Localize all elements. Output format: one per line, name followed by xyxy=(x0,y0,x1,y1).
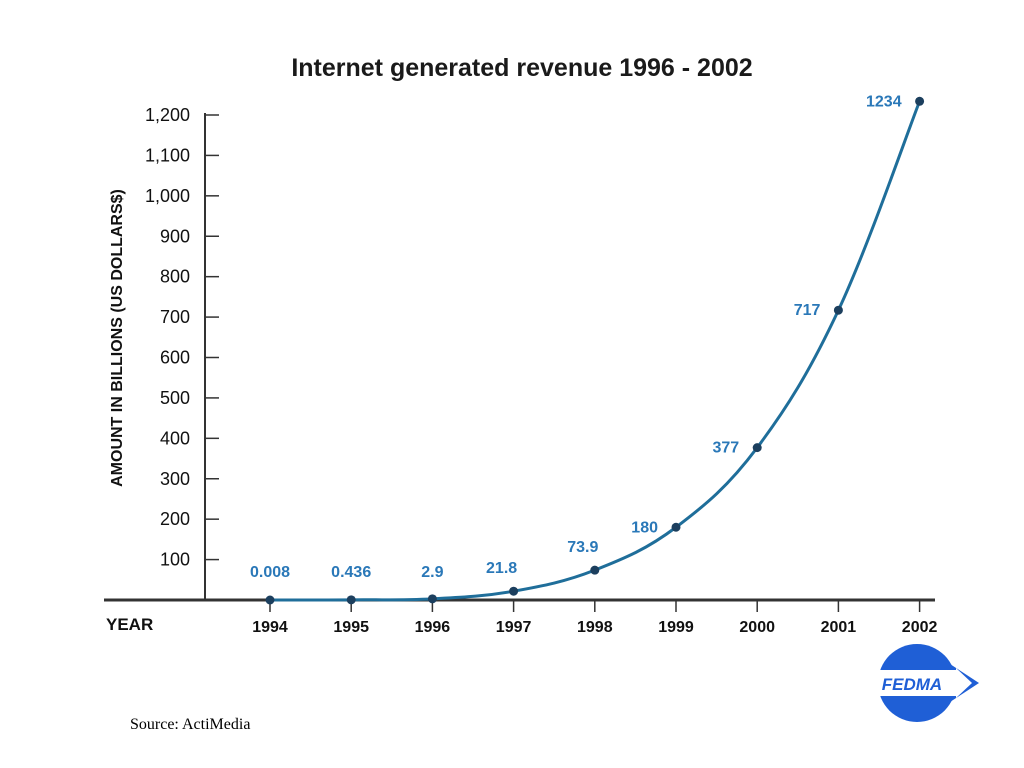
x-tick-label: 2002 xyxy=(902,619,938,636)
y-tick-label: 200 xyxy=(160,509,190,529)
data-point xyxy=(346,595,356,605)
y-tick-label: 500 xyxy=(160,388,190,408)
data-labels: 0.008 0.436 2.9 21.8 73.9 180 377 717 1234 xyxy=(250,93,902,581)
data-points xyxy=(265,96,925,605)
data-point xyxy=(833,305,843,315)
y-tick-label: 1,000 xyxy=(145,186,190,206)
data-label: 1234 xyxy=(866,93,902,110)
chart-title: Internet generated revenue 1996 - 2002 xyxy=(291,54,752,82)
y-tick-label: 600 xyxy=(160,348,190,368)
y-tick-label: 1,100 xyxy=(145,145,190,165)
data-label: 0.436 xyxy=(331,564,371,581)
x-tick-label: 1995 xyxy=(333,619,369,636)
data-label: 180 xyxy=(631,519,658,536)
y-axis-label: AMOUNT IN BILLIONS (US DOLLARS$) xyxy=(109,189,126,487)
x-tick-label: 1999 xyxy=(658,619,694,636)
y-tick-label: 300 xyxy=(160,469,190,489)
data-label: 377 xyxy=(712,440,739,457)
x-tick-label: 1997 xyxy=(496,619,532,636)
y-tick-label: 700 xyxy=(160,307,190,327)
x-axis-label: YEAR xyxy=(106,615,153,634)
data-point xyxy=(427,594,437,604)
data-label: 0.008 xyxy=(250,564,290,581)
y-tick-label: 400 xyxy=(160,428,190,448)
x-ticks: 1994 1995 1996 1997 1998 1999 2000 2001 2002 xyxy=(252,600,937,636)
data-point xyxy=(915,96,925,106)
axes xyxy=(104,113,935,602)
x-tick-label: 1996 xyxy=(415,619,451,636)
data-label: 21.8 xyxy=(486,560,517,577)
y-tick-label: 800 xyxy=(160,267,190,287)
data-point xyxy=(265,595,275,605)
y-tick-label: 100 xyxy=(160,550,190,570)
data-label: 2.9 xyxy=(421,564,443,581)
data-point xyxy=(509,586,519,596)
fedma-logo-icon: FEDMA xyxy=(872,644,979,722)
y-tick-label: 900 xyxy=(160,226,190,246)
source-note: Source: ActiMedia xyxy=(130,716,250,733)
logo-text: FEDMA xyxy=(882,675,942,694)
x-tick-label: 2000 xyxy=(739,619,775,636)
x-tick-label: 1994 xyxy=(252,619,288,636)
data-point xyxy=(671,522,681,532)
data-point xyxy=(752,443,762,453)
data-label: 717 xyxy=(794,302,821,319)
data-label: 73.9 xyxy=(567,539,598,556)
y-tick-label: 1,200 xyxy=(145,105,190,125)
x-tick-label: 2001 xyxy=(821,619,857,636)
x-tick-label: 1998 xyxy=(577,619,613,636)
data-point xyxy=(590,565,600,575)
series-line xyxy=(269,100,921,602)
y-ticks: 100 200 300 400 500 600 700 800 900 1,000 1,100 1,2… xyxy=(145,105,219,570)
